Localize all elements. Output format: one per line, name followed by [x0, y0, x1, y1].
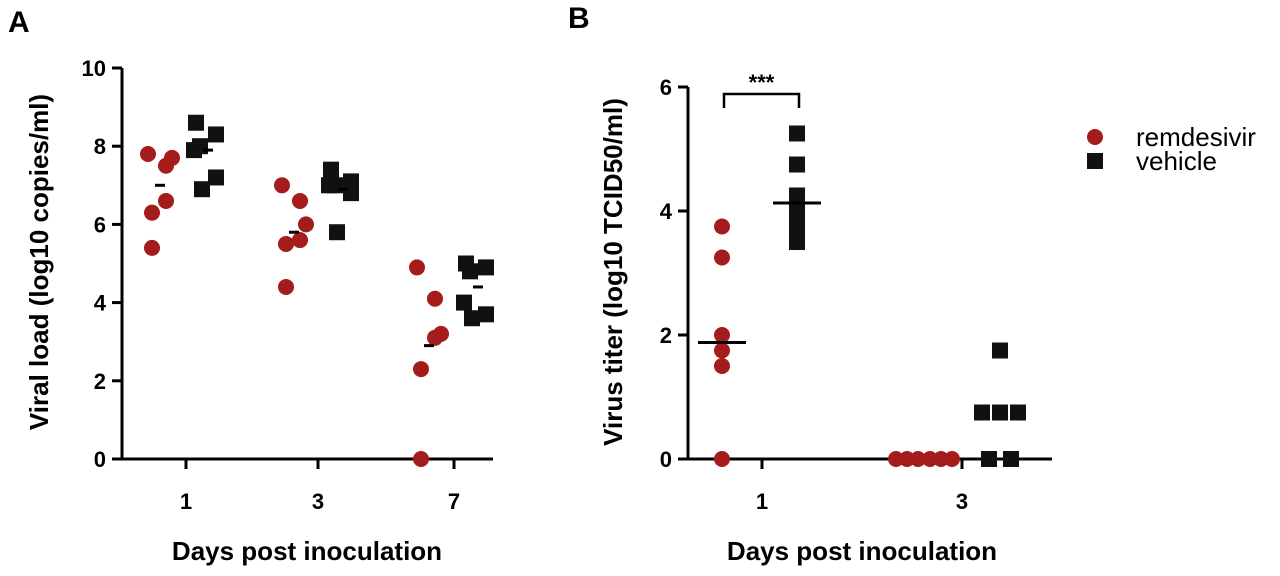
- data-point-remdesivir: [140, 146, 156, 163]
- data-point-remdesivir: [714, 451, 730, 467]
- x-tick-label: 7: [448, 489, 460, 514]
- data-point-vehicle: [323, 161, 339, 178]
- data-point-vehicle: [789, 218, 805, 235]
- data-point-vehicle: [789, 203, 805, 219]
- data-point-remdesivir: [714, 249, 730, 266]
- data-point-remdesivir: [278, 278, 294, 295]
- data-point-remdesivir: [274, 177, 290, 194]
- y-tick-label: 2: [660, 323, 672, 348]
- data-point-remdesivir: [910, 451, 926, 467]
- data-point-vehicle: [478, 259, 494, 276]
- data-point-remdesivir: [714, 342, 730, 359]
- data-point-remdesivir: [413, 451, 429, 467]
- x-axis-title: Days post inoculation: [172, 536, 442, 566]
- data-point-vehicle: [981, 451, 997, 467]
- y-tick-label: 10: [82, 56, 106, 81]
- data-point-vehicle: [789, 156, 805, 173]
- data-point-remdesivir: [714, 327, 730, 343]
- data-point-remdesivir: [714, 358, 730, 374]
- panel-b-chart: 0 2 4 6 1 3 Virus titer (log10 TCID50/ml) Days …: [598, 70, 1052, 566]
- data-point-remdesivir: [298, 216, 314, 233]
- y-tick-label: 4: [94, 291, 107, 316]
- data-point-remdesivir: [899, 451, 915, 467]
- data-point-remdesivir: [427, 290, 443, 307]
- significance-bracket: [722, 92, 801, 108]
- y-tick-label: 6: [660, 75, 672, 100]
- data-point-vehicle: [343, 185, 359, 202]
- data-point-remdesivir: [933, 451, 949, 467]
- data-point-vehicle: [464, 310, 480, 327]
- y-tick-label: 6: [94, 212, 106, 237]
- data-point-remdesivir: [922, 451, 938, 467]
- data-point-vehicle: [329, 224, 345, 241]
- data-point-vehicle: [789, 125, 805, 142]
- panel-label-b: B: [568, 2, 590, 35]
- legend-remdesivir-marker: [1087, 129, 1103, 145]
- data-point-vehicle: [478, 306, 494, 323]
- panel-a-chart: 0 2 4 6 8 10 1 3 7 Viral load (log10 copies/ml) Da…: [24, 56, 494, 566]
- significance-label: ***: [749, 70, 775, 95]
- data-point-vehicle: [992, 342, 1008, 359]
- legend-remdesivir-label: remdesivir: [1136, 122, 1256, 152]
- y-tick-label: 2: [94, 369, 106, 394]
- x-axis-title: Days post inoculation: [727, 536, 997, 566]
- data-point-remdesivir: [714, 218, 730, 235]
- y-tick-label: 8: [94, 134, 106, 159]
- data-point-remdesivir: [413, 361, 429, 378]
- data-point-vehicle: [992, 404, 1008, 421]
- data-point-remdesivir: [164, 149, 180, 166]
- data-point-remdesivir: [888, 451, 904, 467]
- data-point-vehicle: [462, 263, 478, 280]
- data-point-vehicle: [1010, 404, 1026, 421]
- x-tick-label: 1: [180, 489, 192, 514]
- data-point-vehicle: [1003, 451, 1019, 467]
- data-point-remdesivir: [409, 259, 425, 276]
- data-point-remdesivir: [292, 232, 308, 249]
- data-point-remdesivir: [427, 329, 443, 346]
- y-tick-label: 4: [660, 199, 673, 224]
- data-point-vehicle: [208, 169, 224, 186]
- data-point-vehicle: [974, 404, 990, 421]
- data-point-vehicle: [188, 114, 204, 131]
- x-tick-label: 3: [312, 489, 324, 514]
- data-point-vehicle: [186, 142, 202, 159]
- legend-vehicle-label: vehicle: [1136, 146, 1217, 176]
- x-tick-label: 3: [956, 489, 968, 514]
- y-tick-label: 0: [660, 447, 672, 472]
- data-point-vehicle: [789, 187, 805, 204]
- data-point-remdesivir: [292, 192, 308, 209]
- y-axis-title: Virus titer (log10 TCID50/ml): [598, 98, 628, 446]
- data-point-vehicle: [208, 126, 224, 143]
- data-point-remdesivir: [144, 239, 160, 256]
- data-point-remdesivir: [158, 192, 174, 209]
- data-point-remdesivir: [278, 235, 294, 252]
- data-point-vehicle: [456, 294, 472, 311]
- legend-vehicle-marker: [1087, 153, 1103, 169]
- y-tick-label: 0: [94, 447, 106, 472]
- legend: remdesivir vehicle: [1087, 122, 1256, 176]
- data-point-vehicle: [321, 177, 337, 194]
- x-tick-label: 1: [756, 489, 768, 514]
- data-point-remdesivir: [944, 451, 960, 467]
- data-point-remdesivir: [144, 204, 160, 221]
- panel-label-a: A: [8, 6, 30, 39]
- data-point-vehicle: [789, 234, 805, 250]
- y-axis-title: Viral load (log10 copies/ml): [24, 94, 54, 430]
- data-point-vehicle: [194, 181, 210, 198]
